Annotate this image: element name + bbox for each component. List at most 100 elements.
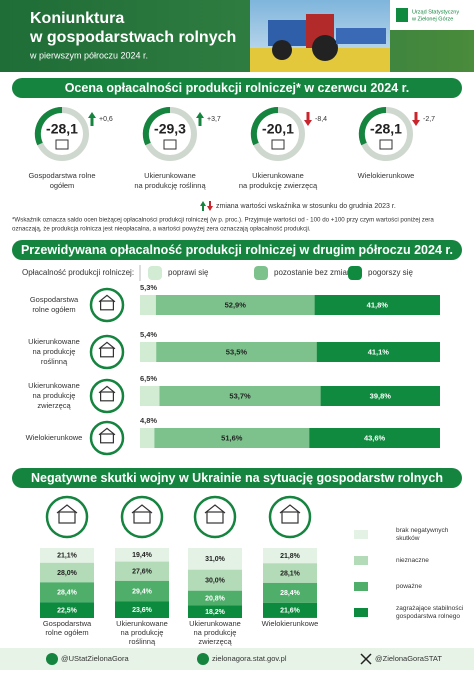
bar-segment — [140, 295, 156, 315]
legend-swatch — [254, 266, 268, 280]
section-title: Przewidywana opłacalność produkcji rolni… — [21, 243, 453, 257]
legend-swatch — [354, 582, 368, 591]
indicator-icon — [55, 139, 69, 150]
icon-ring — [45, 495, 89, 539]
change-arrow — [304, 112, 312, 126]
bar-segment — [140, 342, 157, 362]
bar-segment — [40, 602, 94, 618]
bar-segment — [309, 428, 440, 448]
icon-shape — [281, 511, 299, 524]
indicator-value: -28,1 — [46, 121, 78, 137]
column-label: roślinną — [129, 637, 156, 646]
value-label: 51,6% — [221, 433, 243, 442]
icon-shape — [58, 511, 76, 524]
value-label: 53,5% — [226, 347, 248, 356]
bar-segment — [263, 548, 317, 564]
column-label: zwierzęcą — [198, 637, 232, 646]
legend-label: skutków — [396, 535, 420, 542]
icon-shape — [133, 511, 151, 524]
change-arrow — [196, 112, 204, 126]
icon-shape — [279, 504, 301, 514]
change-arrow — [88, 112, 96, 126]
column-label: rolne ogółem — [45, 628, 88, 637]
bar-segment — [320, 386, 440, 406]
row-label: roślinną — [41, 357, 68, 366]
indicator-arc — [142, 106, 171, 146]
icon-ring — [268, 495, 312, 539]
value-label: 43,6% — [364, 433, 386, 442]
icon-shape — [98, 341, 116, 350]
bar-segment — [159, 386, 321, 406]
bar-segment — [188, 605, 242, 618]
icon-shape — [98, 385, 116, 394]
legend-label: zagrażające stabilności — [396, 605, 463, 612]
row-label: na produkcję — [33, 347, 76, 356]
bar-segment — [40, 582, 94, 603]
footer-x: @ZielonaGoraSTAT — [375, 654, 442, 663]
legend-label: poważne — [396, 583, 422, 590]
column-label: Wielokierunkowe — [262, 619, 319, 628]
indicator-value: -29,3 — [154, 121, 186, 137]
icon-shape — [204, 504, 226, 514]
icon-ring — [89, 378, 125, 414]
indicator-change: +0,6 — [99, 116, 113, 123]
footer-facebook: @UStatZielonaGora — [61, 654, 129, 663]
value-label: 21,1% — [57, 553, 78, 560]
icon-ring — [89, 420, 125, 456]
header-title: Koniunktura — [30, 10, 124, 27]
row-label: na produkcję — [33, 391, 76, 400]
value-label: 52,9% — [225, 300, 247, 309]
legend-label: poprawi się — [168, 268, 209, 277]
column-label: Ukierunkowane — [189, 619, 241, 628]
legend-label: pogorszy się — [368, 268, 413, 277]
legend-label: gospodarstwa rolnego — [396, 613, 460, 620]
bar-segment — [40, 548, 94, 563]
bar-segment — [115, 548, 169, 562]
change-arrow — [412, 112, 420, 126]
value-label: 6,5% — [140, 374, 157, 383]
value-label: 19,4% — [132, 552, 153, 559]
icon-ring — [193, 495, 237, 539]
icon-ring — [120, 495, 164, 539]
value-label: 39,8% — [370, 391, 392, 400]
x-icon — [360, 653, 372, 665]
assessment-legend: zmiana wartości wskaźnika w stosunku do … — [216, 203, 396, 210]
indicator-arc — [34, 106, 63, 146]
indicator-icon — [379, 139, 393, 150]
section-title: Negatywne skutki wojny w Ukrainie na syt… — [31, 471, 443, 485]
legend-label: pozostanie bez zmian — [274, 268, 351, 277]
row-label: zwierzęcą — [37, 401, 71, 410]
indicator-arc — [250, 106, 279, 146]
bar-segment — [156, 342, 317, 362]
bar-segment — [188, 569, 242, 591]
indicator-change: +3,7 — [207, 116, 221, 123]
section-title: Ocena opłacalności produkcji rolniczej* … — [65, 81, 410, 95]
legend-swatch — [354, 556, 368, 565]
value-label: 28,0% — [57, 570, 78, 577]
legend-swatch — [148, 266, 162, 280]
legend-arrow-up — [200, 201, 206, 211]
indicator-label: na produkcję roślinną — [134, 181, 206, 190]
column-label: na produkcję — [121, 628, 164, 637]
column-label: Ukierunkowane — [116, 619, 168, 628]
section-title-bar — [12, 468, 462, 488]
indicator-label: na produkcję zwierzęcą — [239, 181, 318, 190]
indicator-change: -2,7 — [423, 116, 435, 123]
legend-swatch — [348, 266, 362, 280]
indicator-value: -28,1 — [370, 121, 402, 137]
icon-shape — [56, 504, 78, 514]
indicator-value: -20,1 — [262, 121, 294, 137]
web-icon — [197, 653, 209, 665]
icon-shape — [99, 433, 114, 444]
row-label: Gospodarstwa — [30, 295, 79, 304]
indicator-icon — [271, 139, 285, 150]
indicator-icon — [163, 139, 177, 150]
value-label: 29,4% — [132, 589, 153, 596]
bar-segment — [316, 342, 440, 362]
bar-segment — [115, 580, 169, 602]
logo-text: Urząd Statystyczny — [412, 9, 459, 15]
column-label: Gospodarstwa — [43, 619, 92, 628]
icon-shape — [99, 391, 114, 402]
icon-shape — [99, 347, 114, 358]
legend-arrow-down — [207, 201, 213, 211]
